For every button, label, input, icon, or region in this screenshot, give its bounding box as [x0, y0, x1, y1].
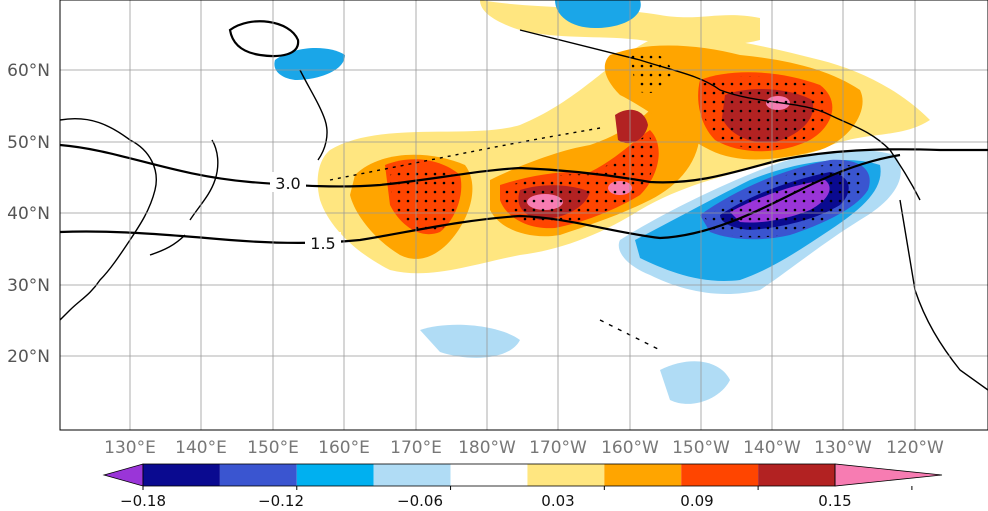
significance-stipple-central	[502, 134, 655, 227]
colorbar-bin	[143, 464, 220, 486]
negative-patch-north	[555, 0, 641, 28]
contour-3-0	[60, 143, 988, 188]
lon-label-140e: 140°E	[175, 438, 227, 458]
lon-label-150w: 150°W	[672, 438, 730, 458]
lon-label-120w: 120°W	[886, 438, 944, 458]
lon-label-130e: 130°E	[104, 438, 156, 458]
colorbar-bin	[450, 464, 528, 486]
colorbar-bin	[296, 464, 374, 486]
lon-label-150e: 150°E	[247, 438, 299, 458]
colorbar-bin	[758, 464, 835, 486]
lon-label-140w: 140°W	[743, 438, 801, 458]
contour-1-5	[60, 153, 901, 245]
lon-label-130w: 130°W	[814, 438, 872, 458]
lon-label-180w: 180°W	[458, 438, 516, 458]
colorbar-frame	[142, 463, 836, 487]
colorbar-label-neg-0-18: −0.18	[120, 492, 166, 510]
contour-label-bg-3	[270, 172, 306, 192]
latitude-labels: 60°N 50°N 40°N 30°N 20°N	[7, 61, 50, 367]
lon-label-170w: 170°W	[529, 438, 587, 458]
significance-stipple-bering	[630, 52, 672, 94]
colorbar-label-neg-0-06: −0.06	[397, 492, 443, 510]
colorbar-bin	[604, 464, 682, 486]
colorbar-label-0-15: 0.15	[818, 492, 851, 510]
lat-label-60n: 60°N	[7, 61, 50, 81]
significance-stipple-west	[390, 166, 459, 234]
negative-patch-sw	[420, 324, 520, 358]
colorbar-label-0-09: 0.09	[680, 492, 713, 510]
graticule	[60, 0, 988, 430]
colorbar-bin	[527, 464, 605, 486]
map-frame	[59, 0, 988, 431]
colorbar-extend-max	[834, 463, 943, 487]
aleutian-islands	[329, 127, 601, 181]
lon-label-170e: 170°E	[390, 438, 442, 458]
lat-label-20n: 20°N	[7, 347, 50, 367]
colorbar-tick-labels: −0.18 −0.12 −0.06 0.03 0.09 0.15	[120, 492, 852, 510]
asia-coast	[60, 118, 157, 321]
lat-label-40n: 40°N	[7, 204, 50, 224]
colorbar	[102, 463, 943, 490]
negative-patch-south	[660, 361, 730, 404]
colorbar-label-neg-0-12: −0.12	[258, 492, 304, 510]
japan-coast	[149, 139, 219, 256]
positive-peak-bering	[615, 109, 648, 144]
colorbar-bin	[373, 464, 451, 486]
significance-stipple-negative	[705, 163, 866, 238]
longitude-labels: 130°E 140°E 150°E 160°E 170°E 180°W 170°…	[104, 438, 944, 458]
colorbar-bin	[219, 464, 297, 486]
kamchatka-coast	[299, 69, 328, 161]
colorbar-bin	[681, 464, 759, 486]
contour-label-bg-1-5	[305, 232, 341, 252]
lon-label-160w: 160°W	[601, 438, 659, 458]
lat-label-50n: 50°N	[7, 133, 50, 153]
colorbar-label-0-03: 0.03	[541, 492, 574, 510]
lat-label-30n: 30°N	[7, 276, 50, 296]
negative-patch-northwest	[274, 48, 345, 80]
anomaly-field: 3.0 1.5	[60, 0, 988, 430]
climatology-contours	[60, 20, 988, 245]
contour-upper-left	[228, 20, 300, 58]
colorbar-extend-min	[102, 463, 144, 487]
lon-label-160e: 160°E	[318, 438, 370, 458]
contour-label-3-0: 3.0	[275, 174, 300, 193]
contour-label-1-5: 1.5	[310, 234, 335, 253]
